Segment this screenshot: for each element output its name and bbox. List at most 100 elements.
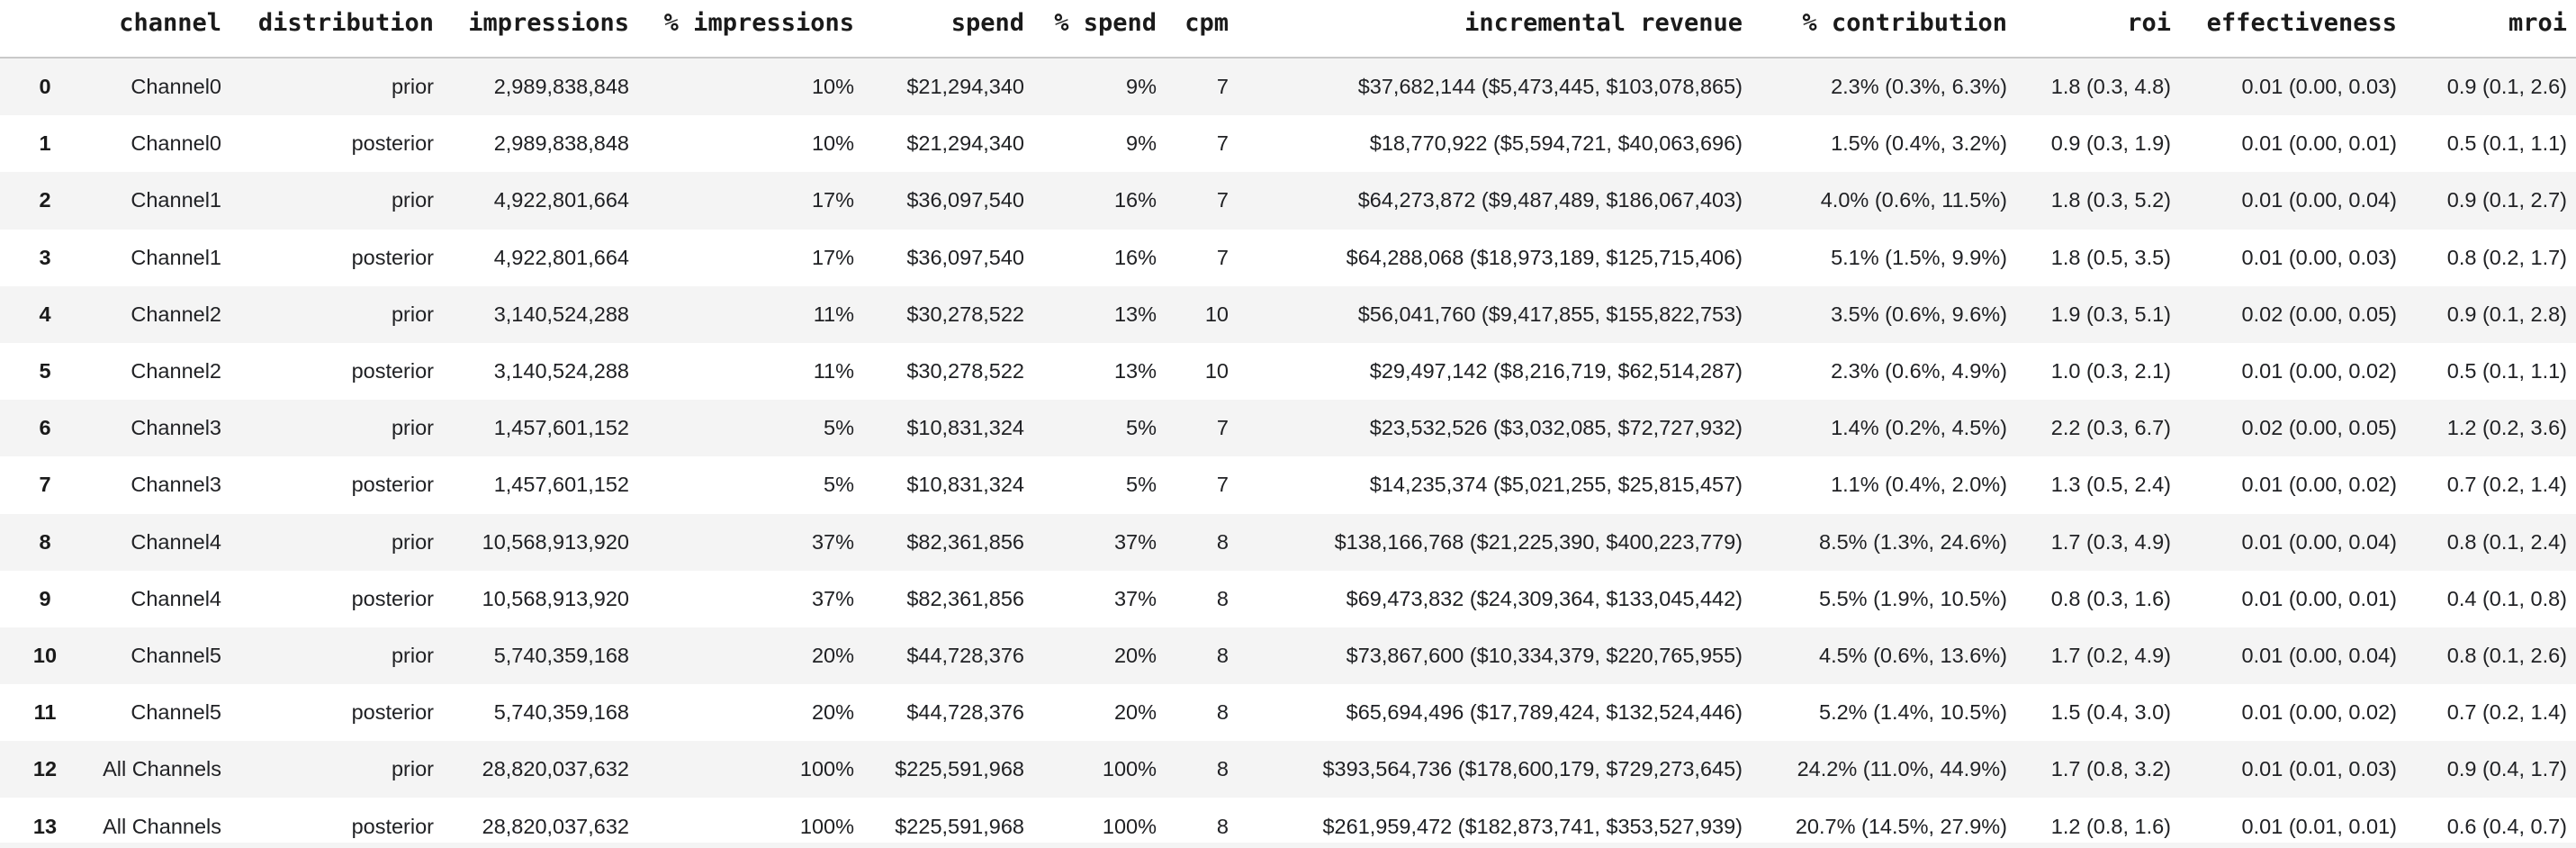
cell-pct_spend: 13% bbox=[1113, 302, 1157, 326]
header-row: channel distribution impressions% impressi… bbox=[0, 0, 2576, 59]
table-row: 11 Channel5 posterior 5,740,359,168 20% $44,7… bbox=[0, 684, 2576, 742]
cell-mroi: 0.9 (0.1, 2.6) bbox=[2446, 75, 2567, 99]
cell-spend: $36,097,540 bbox=[906, 188, 1024, 212]
cell-impressions: 2,989,838,848 bbox=[493, 75, 629, 99]
cell-channel: Channel2 bbox=[131, 359, 221, 383]
cell-distribution: posterior bbox=[351, 586, 434, 610]
table-row: 10 Channel5 prior 5,740,359,168 20% $44,728,3… bbox=[0, 627, 2576, 685]
cell-cpm: 7 bbox=[1216, 131, 1229, 156]
table-row: 9 Channel4 posterior 10,568,913,920 37% $82,3… bbox=[0, 570, 2576, 627]
cell-pct_spend: 16% bbox=[1113, 188, 1157, 212]
cell-channel: All Channels bbox=[103, 757, 221, 781]
row-index: 13 bbox=[32, 814, 58, 838]
cell-incremental_revenue: $69,473,832 ($24,309,364, $133,045,442) bbox=[1346, 586, 1743, 610]
cell-pct_spend: 100% bbox=[1102, 757, 1157, 781]
table-row: 7 Channel3 posterior 1,457,601,152 5% $10,831… bbox=[0, 456, 2576, 514]
cell-impressions: 5,740,359,168 bbox=[493, 643, 629, 667]
cell-channel: Channel3 bbox=[131, 416, 221, 440]
cell-spend: $44,728,376 bbox=[906, 700, 1024, 725]
cell-spend: $44,728,376 bbox=[906, 643, 1024, 667]
cell-incremental_revenue: $29,497,142 ($8,216,719, $62,514,287) bbox=[1369, 359, 1743, 383]
cell-spend: $21,294,340 bbox=[906, 131, 1024, 156]
cell-effectiveness: 0.02 (0.00, 0.05) bbox=[2241, 416, 2397, 440]
cell-mroi: 0.9 (0.1, 2.7) bbox=[2446, 188, 2567, 212]
cell-distribution: prior bbox=[391, 757, 434, 781]
column-header-channel: channel bbox=[90, 0, 230, 59]
row-index: 8 bbox=[39, 529, 51, 554]
cell-pct_impressions: 100% bbox=[799, 757, 854, 781]
cell-channel: Channel0 bbox=[131, 131, 221, 156]
column-header-pct_spend: % spend bbox=[1033, 0, 1166, 59]
cell-impressions: 4,922,801,664 bbox=[493, 188, 629, 212]
cell-roi: 1.9 (0.3, 5.1) bbox=[2050, 302, 2171, 326]
cell-pct_impressions: 17% bbox=[811, 188, 854, 212]
cell-impressions: 3,140,524,288 bbox=[493, 359, 629, 383]
cell-spend: $225,591,968 bbox=[895, 814, 1024, 838]
cell-roi: 0.8 (0.3, 1.6) bbox=[2050, 586, 2171, 610]
cell-effectiveness: 0.01 (0.00, 0.02) bbox=[2241, 700, 2397, 725]
cell-pct_impressions: 20% bbox=[811, 700, 854, 725]
cell-pct_spend: 100% bbox=[1102, 814, 1157, 838]
cell-distribution: prior bbox=[391, 188, 434, 212]
cell-effectiveness: 0.01 (0.00, 0.02) bbox=[2241, 359, 2397, 383]
cell-impressions: 10,568,913,920 bbox=[482, 586, 629, 610]
cell-pct_impressions: 5% bbox=[824, 416, 854, 440]
row-index: 11 bbox=[33, 700, 57, 725]
cell-pct_spend: 5% bbox=[1126, 416, 1157, 440]
cell-effectiveness: 0.01 (0.00, 0.01) bbox=[2241, 131, 2397, 156]
cell-incremental_revenue: $14,235,374 ($5,021,255, $25,815,457) bbox=[1369, 473, 1743, 497]
cell-roi: 1.7 (0.2, 4.9) bbox=[2050, 643, 2171, 667]
cell-distribution: posterior bbox=[351, 700, 434, 725]
cell-spend: $225,591,968 bbox=[895, 757, 1024, 781]
cell-pct_contribution: 24.2% (11.0%, 44.9%) bbox=[1797, 757, 2007, 781]
cell-pct_contribution: 4.0% (0.6%, 11.5%) bbox=[1820, 188, 2007, 212]
cell-distribution: posterior bbox=[351, 473, 434, 497]
cell-incremental_revenue: $393,564,736 ($178,600,179, $729,273,645… bbox=[1322, 757, 1743, 781]
cell-impressions: 10,568,913,920 bbox=[482, 529, 629, 554]
cell-mroi: 0.9 (0.1, 2.8) bbox=[2446, 302, 2567, 326]
cell-distribution: prior bbox=[391, 529, 434, 554]
cell-pct_impressions: 11% bbox=[813, 359, 854, 383]
cell-pct_spend: 20% bbox=[1113, 700, 1157, 725]
cell-incremental_revenue: $64,273,872 ($9,487,489, $186,067,403) bbox=[1357, 188, 1743, 212]
cell-spend: $10,831,324 bbox=[906, 473, 1024, 497]
cell-roi: 1.0 (0.3, 2.1) bbox=[2050, 359, 2171, 383]
cell-incremental_revenue: $56,041,760 ($9,417,855, $155,822,753) bbox=[1357, 302, 1743, 326]
cell-distribution: prior bbox=[391, 643, 434, 667]
cell-cpm: 7 bbox=[1216, 188, 1229, 212]
row-index: 4 bbox=[39, 302, 51, 326]
cell-distribution: posterior bbox=[351, 245, 434, 269]
cell-roi: 1.7 (0.8, 3.2) bbox=[2050, 757, 2171, 781]
cell-effectiveness: 0.01 (0.01, 0.03) bbox=[2241, 757, 2397, 781]
cell-impressions: 5,740,359,168 bbox=[493, 700, 629, 725]
cell-pct_contribution: 5.2% (1.4%, 10.5%) bbox=[1819, 700, 2007, 725]
cell-distribution: prior bbox=[391, 75, 434, 99]
cell-impressions: 3,140,524,288 bbox=[493, 302, 629, 326]
cell-incremental_revenue: $261,959,472 ($182,873,741, $353,527,939… bbox=[1322, 814, 1743, 838]
cell-distribution: posterior bbox=[351, 359, 434, 383]
cell-channel: Channel5 bbox=[131, 643, 221, 667]
cell-pct_spend: 20% bbox=[1113, 643, 1157, 667]
cell-mroi: 0.8 (0.1, 2.6) bbox=[2446, 643, 2567, 667]
cell-incremental_revenue: $64,288,068 ($18,973,189, $125,715,406) bbox=[1346, 245, 1743, 269]
cell-channel: Channel1 bbox=[131, 188, 221, 212]
cell-spend: $10,831,324 bbox=[906, 416, 1024, 440]
cell-pct_impressions: 100% bbox=[799, 814, 854, 838]
cell-effectiveness: 0.01 (0.00, 0.04) bbox=[2241, 643, 2397, 667]
cell-channel: Channel4 bbox=[131, 586, 221, 610]
table-row: 5 Channel2 posterior 3,140,524,288 11% $30,27… bbox=[0, 342, 2576, 401]
cell-channel: Channel5 bbox=[131, 700, 221, 725]
cell-spend: $82,361,856 bbox=[906, 586, 1024, 610]
cell-mroi: 1.2 (0.2, 3.6) bbox=[2446, 416, 2567, 440]
cell-cpm: 8 bbox=[1216, 643, 1229, 667]
cell-cpm: 7 bbox=[1216, 75, 1229, 99]
cell-channel: Channel1 bbox=[131, 245, 221, 269]
cell-cpm: 8 bbox=[1216, 586, 1229, 610]
cell-pct_contribution: 3.5% (0.6%, 9.6%) bbox=[1831, 302, 2007, 326]
cell-cpm: 10 bbox=[1204, 359, 1229, 383]
table-row: 2 Channel1 prior 4,922,801,664 17% $36,097,54… bbox=[0, 172, 2576, 230]
cell-mroi: 0.4 (0.1, 0.8) bbox=[2446, 586, 2567, 610]
cell-incremental_revenue: $23,532,526 ($3,032,085, $72,727,932) bbox=[1369, 416, 1743, 440]
cell-spend: $82,361,856 bbox=[906, 529, 1024, 554]
